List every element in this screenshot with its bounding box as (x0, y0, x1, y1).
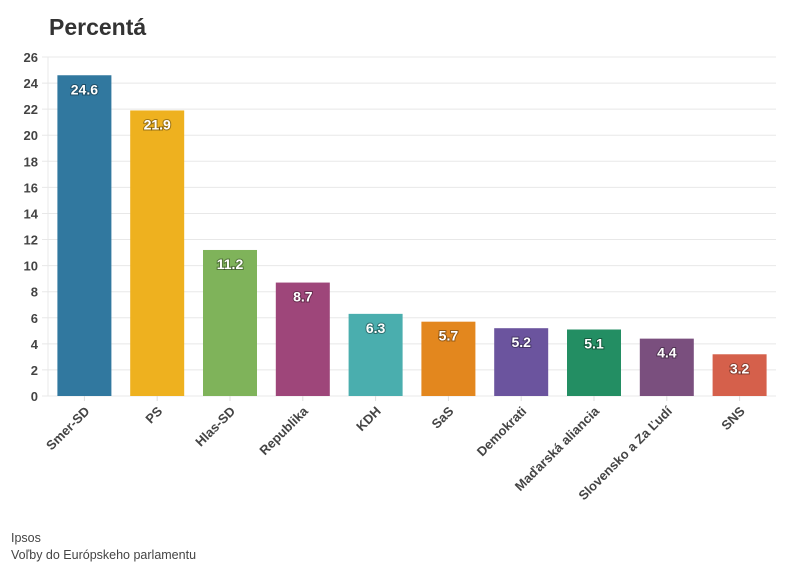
x-tick-label: Hlas-SD (192, 404, 238, 450)
x-tick-label: Smer-SD (43, 404, 92, 453)
bar (57, 75, 112, 396)
chart-title: Percentá (49, 14, 147, 40)
bar (421, 321, 476, 396)
y-tick-label: 24 (24, 76, 39, 91)
data-label: 24.6 (71, 81, 98, 97)
y-tick-label: 20 (24, 128, 38, 143)
bar (130, 110, 185, 396)
data-label: 5.7 (439, 328, 459, 344)
y-tick-label: 18 (24, 154, 38, 169)
x-tick-label: SaS (429, 403, 457, 431)
data-label: 3.2 (730, 360, 750, 376)
y-tick-label: 12 (24, 233, 38, 248)
y-tick-label: 16 (24, 180, 38, 195)
bar (712, 354, 767, 396)
footer-note: Voľby do Európskeho parlamentu (11, 548, 197, 562)
bar (567, 329, 621, 396)
x-tick-label: KDH (353, 404, 384, 435)
y-tick-label: 8 (31, 285, 38, 300)
data-label: 4.4 (657, 345, 677, 361)
bar (639, 338, 694, 396)
y-tick-label: 22 (24, 102, 38, 117)
y-tick-label: 26 (24, 50, 38, 65)
data-label: 5.1 (584, 336, 604, 352)
bar (348, 313, 403, 396)
x-tick-label: Demokrati (474, 404, 530, 460)
y-tick-label: 0 (31, 389, 38, 404)
data-label: 21.9 (144, 116, 171, 132)
x-tick-label: Republika (256, 403, 311, 458)
y-tick-label: 2 (31, 363, 38, 378)
bar (275, 282, 330, 396)
x-tick-label: SNS (718, 403, 748, 433)
data-label: 11.2 (217, 256, 244, 272)
y-tick-label: 6 (31, 311, 38, 326)
bar (203, 249, 257, 396)
source-label: Ipsos (11, 531, 41, 545)
y-tick-label: 10 (24, 259, 38, 274)
bar (494, 328, 549, 396)
bar-chart: 0246810121416182022242624.6Smer-SD21.9PS… (24, 50, 776, 503)
y-tick-label: 4 (31, 337, 39, 352)
data-label: 8.7 (293, 289, 313, 305)
data-label: 5.2 (511, 334, 531, 350)
data-label: 6.3 (366, 320, 386, 336)
x-tick-label: PS (142, 403, 165, 426)
y-tick-label: 14 (24, 206, 39, 221)
